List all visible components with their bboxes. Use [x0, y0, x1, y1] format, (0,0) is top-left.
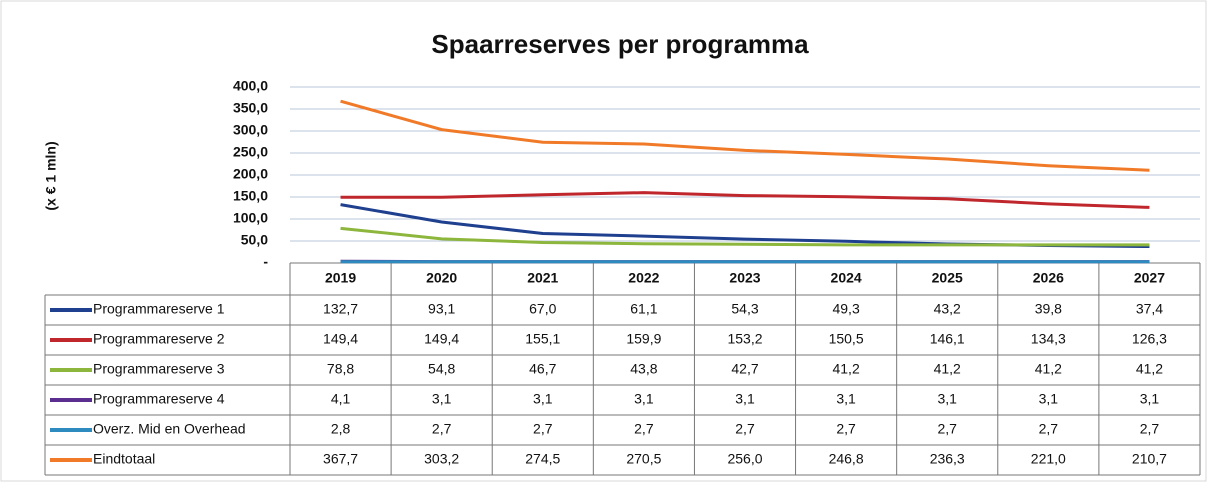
- table-cell: 41,2: [832, 361, 859, 377]
- table-cell: 41,2: [934, 361, 961, 377]
- table-cell: 149,4: [323, 331, 358, 347]
- table-cell: 221,0: [1031, 451, 1066, 467]
- legend-label: Programmareserve 1: [93, 301, 225, 317]
- table-cell: 159,9: [626, 331, 661, 347]
- legend-label: Programmareserve 4: [93, 391, 225, 407]
- table-cell: 39,8: [1035, 301, 1062, 317]
- table-cell: 3,1: [836, 391, 856, 407]
- chart-title: Spaarreserves per programma: [431, 29, 809, 59]
- table-cell: 49,3: [832, 301, 859, 317]
- line: [340, 191, 1150, 209]
- table-cell: 2,7: [432, 421, 452, 437]
- table-cell: 43,8: [630, 361, 657, 377]
- table-cell: 274,5: [525, 451, 560, 467]
- x-tick-label: 2022: [628, 270, 659, 286]
- y-tick-label: 50,0: [241, 232, 268, 248]
- y-tick-label: -: [263, 254, 268, 270]
- y-tick-label: 250,0: [233, 144, 268, 160]
- table-cell: 2,7: [1140, 421, 1160, 437]
- table-cell: 3,1: [432, 391, 452, 407]
- table-cell: 153,2: [727, 331, 762, 347]
- y-tick-label: 150,0: [233, 188, 268, 204]
- table-cell: 149,4: [424, 331, 459, 347]
- line: [340, 226, 1150, 247]
- table-cell: 46,7: [529, 361, 556, 377]
- table-cell: 37,4: [1136, 301, 1163, 317]
- table-cell: 2,7: [735, 421, 755, 437]
- x-tick-label: 2024: [831, 270, 862, 286]
- table-cell: 4,1: [331, 391, 351, 407]
- legend-label: Eindtotaal: [93, 451, 155, 467]
- table-cell: 2,7: [1039, 421, 1059, 437]
- line: [340, 99, 1150, 172]
- y-tick-label: 200,0: [233, 166, 268, 182]
- legend-label: Programmareserve 3: [93, 361, 225, 377]
- table-cell: 2,7: [634, 421, 654, 437]
- table-cell: 134,3: [1031, 331, 1066, 347]
- table-cell: 2,8: [331, 421, 351, 437]
- table-cell: 303,2: [424, 451, 459, 467]
- table-cell: 3,1: [634, 391, 654, 407]
- x-tick-label: 2027: [1134, 270, 1165, 286]
- x-tick-label: 2020: [426, 270, 457, 286]
- table-cell: 270,5: [626, 451, 661, 467]
- table-cell: 2,7: [533, 421, 553, 437]
- x-tick-label: 2026: [1033, 270, 1064, 286]
- table-cell: 3,1: [1140, 391, 1160, 407]
- table-cell: 146,1: [930, 331, 965, 347]
- table-cell: 2,7: [836, 421, 856, 437]
- table-cell: 78,8: [327, 361, 354, 377]
- y-tick-label: 350,0: [233, 100, 268, 116]
- y-axis-label: (x € 1 mln): [43, 141, 59, 210]
- table-cell: 61,1: [630, 301, 657, 317]
- table-cell: 2,7: [937, 421, 957, 437]
- table-cell: 256,0: [727, 451, 762, 467]
- x-tick-label: 2023: [729, 270, 760, 286]
- table-cell: 93,1: [428, 301, 455, 317]
- table-cell: 246,8: [829, 451, 864, 467]
- table-cell: 43,2: [934, 301, 961, 317]
- table-cell: 54,3: [731, 301, 758, 317]
- legend-label: Programmareserve 2: [93, 331, 225, 347]
- table-cell: 132,7: [323, 301, 358, 317]
- table-cell: 41,2: [1035, 361, 1062, 377]
- table-cell: 150,5: [829, 331, 864, 347]
- table-cell: 210,7: [1132, 451, 1167, 467]
- table-cell: 126,3: [1132, 331, 1167, 347]
- y-tick-label: 100,0: [233, 210, 268, 226]
- x-tick-label: 2021: [527, 270, 558, 286]
- table-cell: 3,1: [1039, 391, 1059, 407]
- table-cell: 367,7: [323, 451, 358, 467]
- legend-label: Overz. Mid en Overhead: [93, 421, 246, 437]
- table-cell: 54,8: [428, 361, 455, 377]
- x-tick-label: 2025: [932, 270, 963, 286]
- table-cell: 3,1: [735, 391, 755, 407]
- y-tick-label: 300,0: [233, 122, 268, 138]
- y-tick-label: 400,0: [233, 78, 268, 94]
- table-cell: 41,2: [1136, 361, 1163, 377]
- table-cell: 42,7: [731, 361, 758, 377]
- table-cell: 3,1: [937, 391, 957, 407]
- x-tick-label: 2019: [325, 270, 356, 286]
- table-cell: 155,1: [525, 331, 560, 347]
- table-cell: 236,3: [930, 451, 965, 467]
- table-cell: 67,0: [529, 301, 556, 317]
- table-cell: 3,1: [533, 391, 553, 407]
